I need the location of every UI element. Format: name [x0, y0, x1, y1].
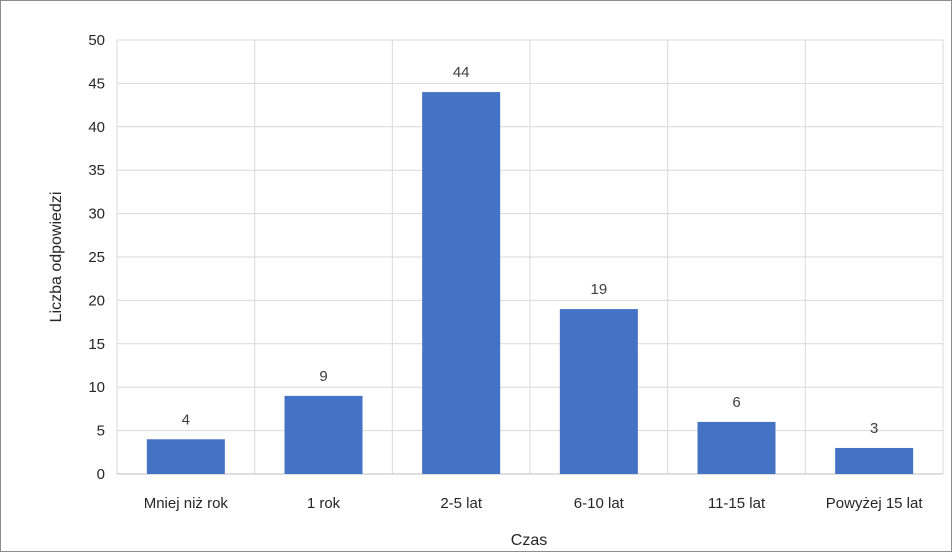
data-label: 9 [319, 368, 327, 385]
data-label: 44 [453, 64, 470, 81]
x-tick-label: 2-5 lat [440, 495, 483, 512]
y-tick-label: 35 [88, 162, 105, 179]
gridlines [116, 39, 944, 475]
bar [697, 421, 776, 474]
bar [284, 395, 363, 474]
y-tick-label: 50 [88, 32, 105, 49]
y-tick-label: 15 [88, 336, 105, 353]
y-tick-labels: 0 5 10 15 20 25 30 35 40 45 50 [88, 32, 105, 483]
x-tick-labels: Mniej niż rok 1 rok 2-5 lat 6-10 lat 11-15 l… [144, 495, 924, 512]
y-axis-title: Liczba odpowiedzi [48, 192, 65, 323]
x-tick-label: Powyżej 15 lat [826, 495, 924, 512]
x-tick-label: Mniej niż rok [144, 495, 229, 512]
x-tick-label: 6-10 lat [574, 495, 625, 512]
y-tick-label: 45 [88, 75, 105, 92]
bar [559, 309, 638, 474]
data-label: 6 [732, 394, 740, 411]
bar [835, 447, 914, 474]
data-label: 19 [590, 281, 607, 298]
y-tick-label: 40 [88, 119, 105, 136]
y-tick-label: 5 [97, 423, 105, 440]
y-tick-label: 25 [88, 249, 105, 266]
x-tick-label: 11-15 lat [708, 495, 766, 512]
y-tick-label: 20 [88, 292, 105, 309]
bars [146, 92, 914, 474]
x-axis-title: Czas [511, 532, 547, 549]
data-labels: 4 9 44 19 6 3 [182, 64, 879, 437]
y-tick-label: 10 [88, 379, 105, 396]
data-label: 3 [870, 420, 878, 437]
y-tick-label: 0 [97, 466, 105, 483]
y-tick-label: 30 [88, 206, 105, 223]
bar [422, 92, 501, 474]
data-label: 4 [182, 411, 190, 428]
x-tick-label: 1 rok [307, 495, 341, 512]
bar [146, 439, 225, 474]
